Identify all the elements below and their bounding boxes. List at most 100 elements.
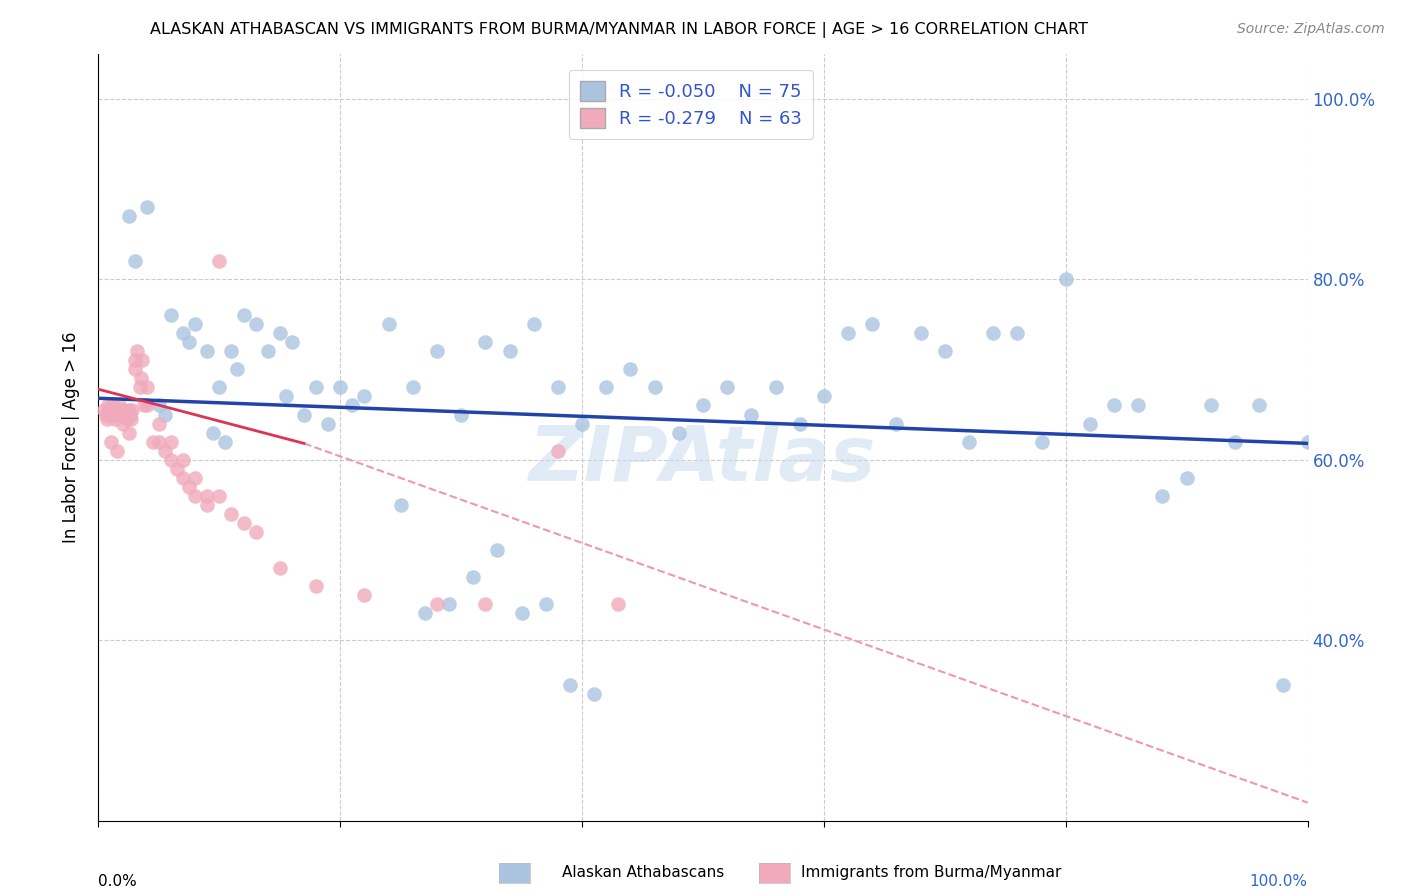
Point bbox=[1175, 471, 1198, 485]
Point bbox=[413, 606, 436, 620]
Point bbox=[498, 344, 520, 359]
Point bbox=[120, 412, 142, 426]
Point bbox=[160, 434, 183, 449]
Point bbox=[607, 597, 630, 611]
Point bbox=[534, 597, 557, 611]
Point bbox=[110, 409, 132, 424]
Point bbox=[134, 399, 156, 413]
Point bbox=[208, 254, 231, 268]
Point bbox=[934, 344, 956, 359]
Point bbox=[214, 434, 236, 449]
Point bbox=[195, 498, 218, 512]
Point bbox=[184, 318, 207, 332]
Point bbox=[957, 434, 980, 449]
Point bbox=[98, 403, 121, 417]
Point bbox=[208, 489, 231, 503]
Point bbox=[523, 318, 546, 332]
Point bbox=[474, 335, 496, 350]
Point bbox=[124, 353, 146, 368]
Point bbox=[353, 389, 375, 403]
Point bbox=[353, 588, 375, 602]
Point bbox=[114, 409, 136, 424]
Point bbox=[118, 408, 141, 422]
Point bbox=[107, 409, 129, 424]
Point bbox=[595, 380, 617, 394]
Point bbox=[202, 425, 225, 440]
Point bbox=[101, 403, 124, 417]
Point bbox=[131, 353, 153, 368]
Point bbox=[426, 597, 449, 611]
Point bbox=[269, 561, 291, 575]
Point bbox=[153, 408, 176, 422]
Point bbox=[377, 318, 399, 332]
Point bbox=[124, 362, 146, 376]
Point bbox=[232, 516, 254, 530]
Point bbox=[148, 434, 170, 449]
Point bbox=[813, 389, 835, 403]
Point bbox=[571, 417, 593, 431]
Text: 0.0%: 0.0% bbox=[98, 874, 138, 889]
Text: Alaskan Athabascans: Alaskan Athabascans bbox=[562, 865, 724, 880]
Point bbox=[128, 380, 150, 394]
Point bbox=[245, 318, 267, 332]
Point bbox=[166, 461, 188, 475]
Point bbox=[1078, 417, 1101, 431]
Point bbox=[1199, 399, 1222, 413]
Point bbox=[135, 200, 157, 214]
Point bbox=[583, 687, 606, 701]
Text: Source: ZipAtlas.com: Source: ZipAtlas.com bbox=[1237, 22, 1385, 37]
Point bbox=[179, 480, 201, 494]
Point bbox=[221, 507, 243, 521]
Point bbox=[1007, 326, 1029, 341]
Point bbox=[172, 471, 194, 485]
Point bbox=[981, 326, 1004, 341]
Point bbox=[860, 318, 883, 332]
Point bbox=[886, 417, 908, 431]
Point bbox=[329, 380, 352, 394]
Point bbox=[1128, 399, 1150, 413]
Point bbox=[486, 542, 509, 557]
Point bbox=[104, 412, 127, 426]
Point bbox=[740, 408, 762, 422]
Point bbox=[112, 403, 135, 417]
Point bbox=[111, 408, 134, 422]
Point bbox=[1223, 434, 1246, 449]
Point bbox=[148, 399, 170, 413]
Point bbox=[281, 335, 304, 350]
Point bbox=[111, 417, 134, 431]
Point bbox=[232, 308, 254, 322]
Point bbox=[1296, 434, 1319, 449]
Point bbox=[463, 570, 485, 584]
Point bbox=[1102, 399, 1125, 413]
Point bbox=[789, 417, 811, 431]
Point bbox=[558, 678, 581, 692]
Point bbox=[269, 326, 291, 341]
Point bbox=[221, 344, 243, 359]
Point bbox=[115, 408, 138, 422]
Point bbox=[208, 380, 231, 394]
Point bbox=[184, 471, 207, 485]
Point bbox=[910, 326, 932, 341]
Point bbox=[105, 443, 128, 458]
Point bbox=[195, 344, 218, 359]
Point bbox=[97, 399, 120, 413]
Point bbox=[389, 498, 412, 512]
Point bbox=[118, 209, 141, 223]
Point bbox=[108, 399, 131, 413]
Point bbox=[103, 408, 125, 422]
Point bbox=[105, 403, 128, 417]
Point bbox=[124, 254, 146, 268]
Y-axis label: In Labor Force | Age > 16: In Labor Force | Age > 16 bbox=[62, 331, 80, 543]
Point bbox=[153, 443, 176, 458]
Point bbox=[1152, 489, 1174, 503]
Point bbox=[96, 412, 118, 426]
Point bbox=[474, 597, 496, 611]
Point bbox=[100, 399, 122, 413]
Point bbox=[437, 597, 460, 611]
Point bbox=[100, 434, 122, 449]
Text: 100.0%: 100.0% bbox=[1250, 874, 1308, 889]
Point bbox=[837, 326, 859, 341]
Point bbox=[129, 371, 152, 385]
Point bbox=[172, 326, 194, 341]
Point bbox=[716, 380, 738, 394]
